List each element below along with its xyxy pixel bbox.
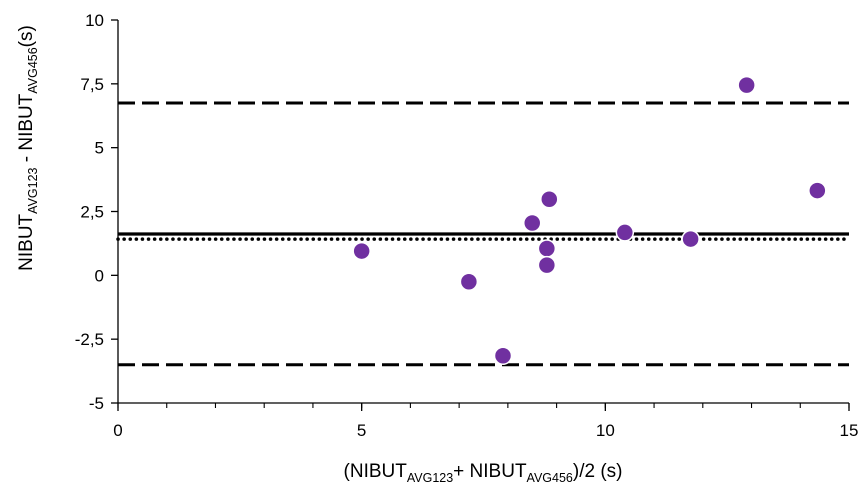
x-tick-label: 5 xyxy=(357,421,366,440)
data-point xyxy=(681,229,700,249)
data-points xyxy=(352,75,827,366)
y-tick-label: 7,5 xyxy=(80,75,104,94)
y-tick-label: 0 xyxy=(95,266,104,285)
axes xyxy=(117,20,849,404)
x-axis-label: (NIBUTAVG123+ NIBUTAVG456)/2 (s) xyxy=(344,461,623,485)
y-tick-label: 5 xyxy=(95,139,104,158)
data-point xyxy=(737,75,756,95)
y-tick-label: -2,5 xyxy=(75,330,104,349)
data-point xyxy=(522,213,542,233)
y-tick-label: 2,5 xyxy=(80,203,104,222)
y-tick-label: -5 xyxy=(89,394,104,413)
x-tick-label: 0 xyxy=(113,421,122,440)
data-point xyxy=(352,241,371,261)
data-point xyxy=(808,181,827,200)
x-tick-label: 10 xyxy=(596,421,615,440)
x-tick-label: 15 xyxy=(840,421,859,440)
data-point xyxy=(615,223,635,242)
data-point xyxy=(459,272,479,291)
data-point xyxy=(493,346,513,366)
data-point xyxy=(537,255,557,275)
reference-lines xyxy=(116,101,851,367)
y-tick-label: 10 xyxy=(85,11,104,30)
y-axis-label: NIBUTAVG123 - NIBUTAVG456(s) xyxy=(16,25,40,271)
data-point xyxy=(537,239,557,258)
data-point xyxy=(540,189,559,209)
ticks: -5 -2,5 0 2,5 5 7,5 10 0 5 10 15 xyxy=(75,11,859,440)
